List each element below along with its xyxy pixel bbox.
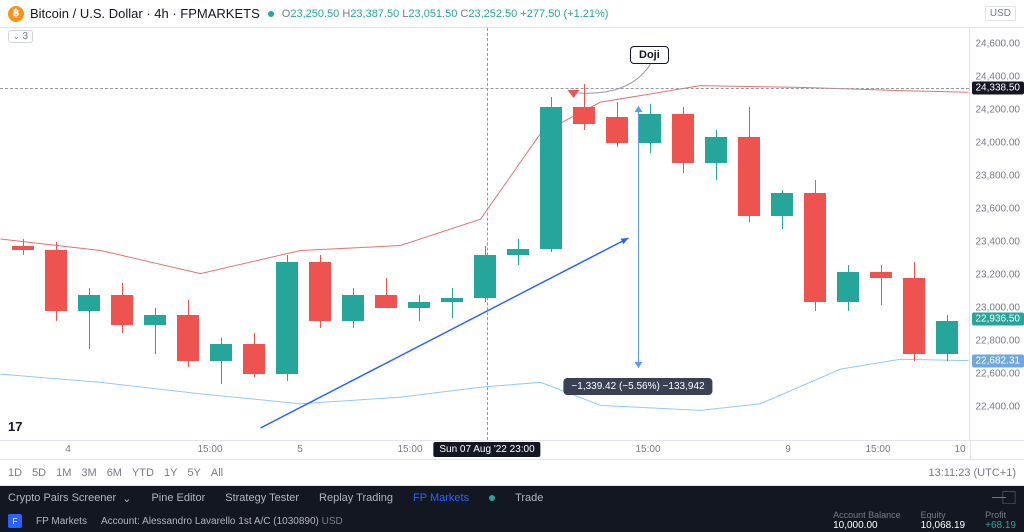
candle-body[interactable] bbox=[573, 107, 595, 123]
candle-body[interactable] bbox=[243, 344, 265, 374]
connection-status-dot bbox=[489, 495, 495, 501]
timeframe-3m[interactable]: 3M bbox=[81, 467, 96, 479]
candle-body[interactable] bbox=[540, 107, 562, 249]
ytick-label: 24,000.00 bbox=[976, 138, 1021, 149]
measure-result: −1,339.42 (−5.56%) −133,942 bbox=[563, 378, 712, 395]
candle-body[interactable] bbox=[375, 295, 397, 308]
clock-display: 13:11:23 (UTC+1) bbox=[928, 467, 1016, 479]
candle-body[interactable] bbox=[606, 117, 628, 143]
candle-body[interactable] bbox=[804, 193, 826, 302]
candle-body[interactable] bbox=[672, 114, 694, 163]
tab-crypto-pairs-screener[interactable]: Crypto Pairs Screener bbox=[8, 492, 116, 504]
xtick-label: 15:00 bbox=[865, 444, 890, 455]
ytick-label: 23,600.00 bbox=[976, 204, 1021, 215]
crosshair-vertical bbox=[487, 28, 488, 440]
chart-plot[interactable]: 17 Doji −1,339.42 (−5.56%) −133,942 bbox=[0, 28, 970, 440]
doji-annotation[interactable]: Doji bbox=[630, 46, 669, 64]
candle-body[interactable] bbox=[45, 250, 67, 311]
ytick-label: 23,400.00 bbox=[976, 237, 1021, 248]
price-tag: 22,936.50 bbox=[972, 312, 1024, 325]
candle-body[interactable] bbox=[111, 295, 133, 325]
price-tag: 24,338.50 bbox=[972, 81, 1024, 94]
candle-body[interactable] bbox=[738, 137, 760, 216]
candle-body[interactable] bbox=[309, 262, 331, 321]
candle-body[interactable] bbox=[507, 249, 529, 256]
price-axis[interactable]: 22,400.0022,600.0022,800.0023,000.0023,2… bbox=[970, 28, 1024, 440]
xtick-label: 15:00 bbox=[197, 444, 222, 455]
chart-area[interactable]: 17 Doji −1,339.42 (−5.56%) −133,942 22,40… bbox=[0, 28, 1024, 440]
candle-body[interactable] bbox=[837, 272, 859, 302]
crosshair-horizontal bbox=[0, 88, 969, 89]
xtick-label: 10 bbox=[954, 444, 965, 455]
candle-body[interactable] bbox=[903, 278, 925, 354]
candle-body[interactable] bbox=[771, 193, 793, 216]
ohlc-display: O23,250.50 H23,387.50 L23,051.50 C23,252… bbox=[282, 8, 609, 20]
account-stats: Account Balance10,000.00 Equity10,068.19… bbox=[833, 511, 1016, 531]
candle-body[interactable] bbox=[870, 272, 892, 279]
crosshair-time-label: Sun 07 Aug '22 23:00 bbox=[433, 442, 540, 457]
candle-body[interactable] bbox=[78, 295, 100, 311]
candle-body[interactable] bbox=[276, 262, 298, 374]
timeframe-all[interactable]: All bbox=[211, 467, 223, 479]
timeframe-1m[interactable]: 1M bbox=[56, 467, 71, 479]
ytick-label: 22,400.00 bbox=[976, 402, 1021, 413]
status-dot bbox=[268, 11, 274, 17]
ytick-label: 24,600.00 bbox=[976, 39, 1021, 50]
symbol-title[interactable]: Bitcoin / U.S. Dollar · 4h · FPMARKETS bbox=[30, 6, 260, 21]
candle-body[interactable] bbox=[177, 315, 199, 361]
ytick-label: 23,800.00 bbox=[976, 171, 1021, 182]
minimize-icon[interactable]: — bbox=[992, 488, 1006, 508]
xtick-label: 15:00 bbox=[635, 444, 660, 455]
xtick-label: 4 bbox=[65, 444, 71, 455]
candle-body[interactable] bbox=[936, 321, 958, 354]
timeframe-ytd[interactable]: YTD bbox=[132, 467, 154, 479]
coin-icon: ฿ bbox=[8, 6, 24, 22]
chevron-down-icon[interactable]: ⌄ bbox=[122, 492, 131, 505]
tab-fp-markets[interactable]: FP Markets bbox=[413, 492, 469, 504]
triangle-marker bbox=[568, 90, 580, 98]
timeframe-bar: 1D 5D 1M 3M 6M YTD 1Y 5Y All 13:11:23 (UTC+1) bbox=[0, 460, 1024, 486]
candle-body[interactable] bbox=[441, 298, 463, 301]
tradingview-logo: 17 bbox=[8, 419, 22, 434]
candle-body[interactable] bbox=[474, 255, 496, 298]
candle-body[interactable] bbox=[342, 295, 364, 321]
candle-body[interactable] bbox=[144, 315, 166, 325]
lower-band-line bbox=[1, 359, 969, 410]
time-axis[interactable]: 4 15:00 5 15:00 15:00 9 15:00 10 Sun 07 Aug '22 … bbox=[0, 440, 1024, 460]
tab-replay-trading[interactable]: Replay Trading bbox=[319, 492, 393, 504]
xtick-label: 5 bbox=[297, 444, 303, 455]
chart-header: ฿ Bitcoin / U.S. Dollar · 4h · FPMARKETS… bbox=[0, 0, 1024, 28]
tab-strategy-tester[interactable]: Strategy Tester bbox=[225, 492, 299, 504]
timeframe-1d[interactable]: 1D bbox=[8, 467, 22, 479]
candle-wick bbox=[452, 288, 453, 318]
price-tag: 22,682.31 bbox=[972, 354, 1024, 367]
xtick-label: 9 bbox=[785, 444, 791, 455]
status-bar: F FP Markets Account: Alessandro Lavarel… bbox=[0, 510, 1024, 532]
ytick-label: 22,600.00 bbox=[976, 369, 1021, 380]
panel-tabs: Crypto Pairs Screener ⌄ Pine Editor Strateg… bbox=[0, 486, 1024, 510]
timeframe-5y[interactable]: 5Y bbox=[187, 467, 200, 479]
timeframe-6m[interactable]: 6M bbox=[107, 467, 122, 479]
candle-body[interactable] bbox=[705, 137, 727, 163]
ytick-label: 24,200.00 bbox=[976, 105, 1021, 116]
candle-body[interactable] bbox=[639, 114, 661, 144]
tab-trade[interactable]: Trade bbox=[515, 492, 543, 504]
candle-wick bbox=[419, 295, 420, 321]
candle-body[interactable] bbox=[12, 246, 34, 251]
broker-icon: F bbox=[8, 514, 22, 528]
timeframe-1y[interactable]: 1Y bbox=[164, 467, 177, 479]
timeframe-list: 1D 5D 1M 3M 6M YTD 1Y 5Y All bbox=[8, 467, 223, 479]
candle-body[interactable] bbox=[210, 344, 232, 360]
currency-label[interactable]: USD bbox=[985, 6, 1016, 21]
timeframe-5d[interactable]: 5D bbox=[32, 467, 46, 479]
ytick-label: 23,200.00 bbox=[976, 270, 1021, 281]
candle-body[interactable] bbox=[408, 302, 430, 309]
xtick-label: 15:00 bbox=[397, 444, 422, 455]
tab-pine-editor[interactable]: Pine Editor bbox=[151, 492, 205, 504]
ytick-label: 22,800.00 bbox=[976, 336, 1021, 347]
